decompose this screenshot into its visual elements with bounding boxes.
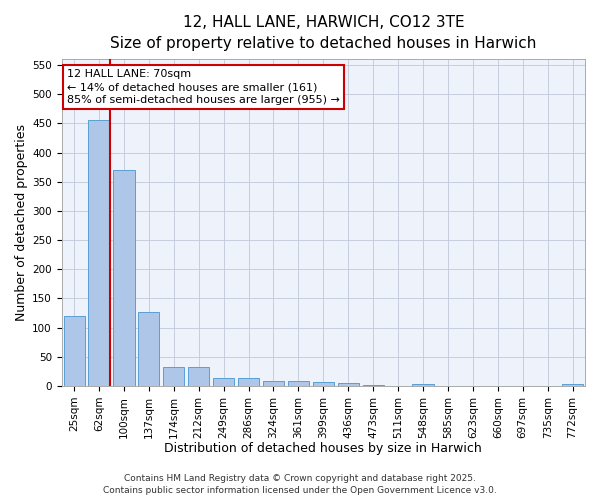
Bar	[138, 312, 160, 386]
Bar	[338, 383, 359, 386]
Bar	[113, 170, 134, 386]
Bar	[88, 120, 110, 386]
Bar	[213, 378, 234, 386]
Y-axis label: Number of detached properties: Number of detached properties	[15, 124, 28, 321]
X-axis label: Distribution of detached houses by size in Harwich: Distribution of detached houses by size …	[164, 442, 482, 455]
Bar	[238, 378, 259, 386]
Bar	[412, 384, 434, 386]
Text: 12 HALL LANE: 70sqm
← 14% of detached houses are smaller (161)
85% of semi-detac: 12 HALL LANE: 70sqm ← 14% of detached ho…	[67, 69, 340, 106]
Bar	[288, 382, 309, 386]
Bar	[163, 366, 184, 386]
Title: 12, HALL LANE, HARWICH, CO12 3TE
Size of property relative to detached houses in: 12, HALL LANE, HARWICH, CO12 3TE Size of…	[110, 15, 536, 51]
Bar	[188, 366, 209, 386]
Bar	[64, 316, 85, 386]
Bar	[313, 382, 334, 386]
Bar	[562, 384, 583, 386]
Text: Contains HM Land Registry data © Crown copyright and database right 2025.
Contai: Contains HM Land Registry data © Crown c…	[103, 474, 497, 495]
Bar	[263, 382, 284, 386]
